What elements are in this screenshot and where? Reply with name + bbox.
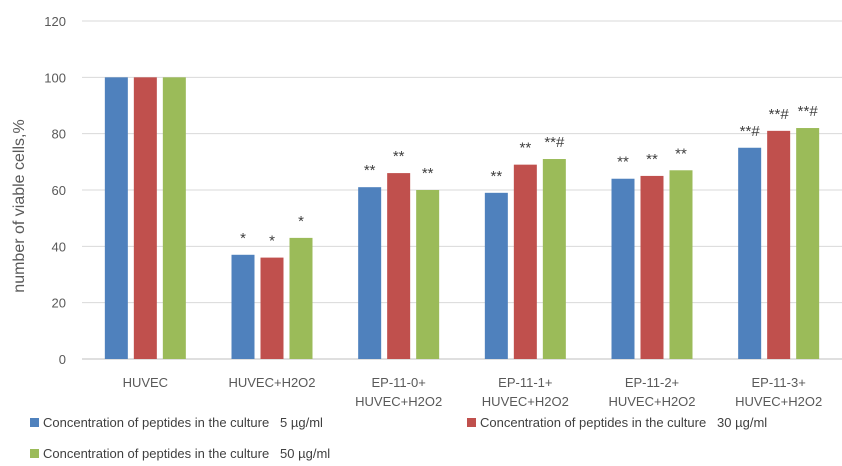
y-tick-label: 120 bbox=[44, 14, 66, 29]
x-category-label: HUVEC+H2O2 bbox=[482, 394, 569, 409]
y-axis-ticks: 0 20 40 60 80 100 120 bbox=[44, 14, 66, 367]
x-category-label: EP-11-3+ bbox=[752, 375, 806, 390]
x-category-label: EP-11-1+ bbox=[498, 375, 552, 390]
legend-swatch bbox=[30, 418, 39, 427]
bar bbox=[416, 190, 440, 359]
significance-label: ** bbox=[422, 165, 434, 182]
significance-label: **# bbox=[769, 106, 790, 123]
significance-label: **# bbox=[740, 123, 761, 140]
y-tick-label: 60 bbox=[52, 183, 66, 198]
bar bbox=[104, 77, 128, 359]
bar bbox=[162, 77, 186, 359]
bar bbox=[260, 257, 284, 359]
significance-label: ** bbox=[675, 145, 687, 162]
gridlines bbox=[82, 20, 842, 360]
significance-label: * bbox=[240, 230, 246, 247]
x-category-label: HUVEC+H2O2 bbox=[355, 394, 442, 409]
significance-label: ** bbox=[617, 154, 629, 171]
y-tick-label: 80 bbox=[52, 127, 66, 142]
bar bbox=[484, 192, 508, 359]
significance-label: * bbox=[269, 233, 275, 250]
y-tick-label: 0 bbox=[59, 352, 66, 367]
x-category-label: HUVEC+H2O2 bbox=[228, 375, 315, 390]
significance-label: ** bbox=[646, 151, 658, 168]
y-tick-label: 20 bbox=[52, 296, 66, 311]
significance-label: ** bbox=[519, 140, 531, 157]
bar bbox=[387, 173, 411, 359]
significance-label: * bbox=[298, 213, 304, 230]
legend-swatch bbox=[467, 418, 476, 427]
significance-label: ** bbox=[490, 168, 502, 185]
bar bbox=[611, 178, 635, 359]
legend-label: Concentration of peptides in the culture… bbox=[43, 446, 330, 461]
significance-label: ** bbox=[364, 162, 376, 179]
legend-swatch bbox=[30, 449, 39, 458]
legend-label: Concentration of peptides in the culture… bbox=[480, 415, 767, 430]
y-axis-label: number of viable cells,% bbox=[11, 119, 28, 292]
x-category-label: EP-11-2+ bbox=[625, 375, 679, 390]
x-category-label: EP-11-0+ bbox=[372, 375, 426, 390]
bar bbox=[542, 159, 566, 359]
x-axis-categories: HUVEC HUVEC+H2O2 EP-11-0+ HUVEC+H2O2 EP-11-1… bbox=[123, 375, 823, 409]
bar bbox=[133, 77, 157, 359]
legend: Concentration of peptides in the culture… bbox=[30, 415, 767, 461]
bar bbox=[358, 187, 382, 359]
x-category-label: HUVEC bbox=[123, 375, 169, 390]
legend-label: Concentration of peptides in the culture… bbox=[43, 415, 323, 430]
significance-label: ** bbox=[393, 148, 405, 165]
bar bbox=[738, 147, 762, 359]
y-tick-label: 40 bbox=[52, 239, 66, 254]
bar bbox=[289, 237, 313, 359]
significance-label: **# bbox=[544, 134, 565, 151]
x-category-label: HUVEC+H2O2 bbox=[735, 394, 822, 409]
y-tick-label: 100 bbox=[44, 70, 66, 85]
bar bbox=[796, 128, 820, 359]
bar bbox=[513, 164, 537, 359]
x-category-label: HUVEC+H2O2 bbox=[608, 394, 695, 409]
bar bbox=[669, 170, 693, 359]
bar bbox=[640, 175, 664, 359]
bar bbox=[231, 254, 255, 359]
bar bbox=[767, 130, 791, 359]
bars bbox=[104, 77, 820, 359]
significance-label: **# bbox=[798, 103, 819, 120]
significance-annotations: * ******** **** **#** ** ****#**# **# bbox=[240, 103, 818, 250]
